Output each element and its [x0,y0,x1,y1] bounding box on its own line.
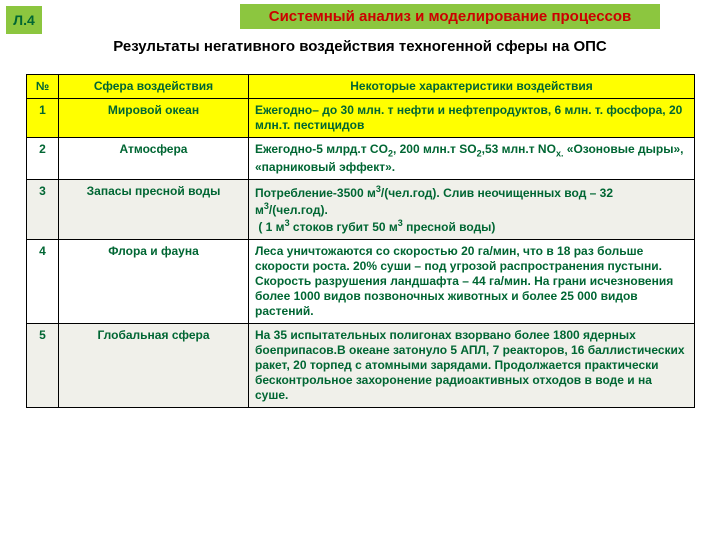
cell-characteristic: Потребление-3500 м3/(чел.год). Слив неоч… [249,179,695,239]
cell-sphere: Запасы пресной воды [59,179,249,239]
header-band: Системный анализ и моделирование процесс… [240,4,660,29]
cell-characteristic: Ежегодно– до 30 млн. т нефти и нефтепрод… [249,99,695,138]
lecture-badge-text: Л.4 [13,12,35,28]
table-row: 5Глобальная сфераНа 35 испытательных пол… [27,323,695,407]
cell-num: 4 [27,239,59,323]
cell-sphere: Мировой океан [59,99,249,138]
page-subtitle: Результаты негативного воздействия техно… [0,38,720,55]
th-sphere: Сфера воздействия [59,75,249,99]
table-body: 1Мировой океанЕжегодно– до 30 млн. т неф… [27,99,695,408]
cell-num: 5 [27,323,59,407]
th-char: Некоторые характеристики воздействия [249,75,695,99]
cell-characteristic: Ежегодно-5 млрд.т CO2, 200 млн.т SO2,53 … [249,138,695,180]
cell-num: 1 [27,99,59,138]
impact-table: № Сфера воздействия Некоторые характерис… [26,74,695,408]
th-num: № [27,75,59,99]
table-row: 1Мировой океанЕжегодно– до 30 млн. т неф… [27,99,695,138]
cell-characteristic: Леса уничтожаются со скоростью 20 га/мин… [249,239,695,323]
subtitle-text: Результаты негативного воздействия техно… [113,38,607,55]
cell-num: 3 [27,179,59,239]
header-text: Системный анализ и моделирование процесс… [269,8,632,25]
table-row: 2АтмосфераЕжегодно-5 млрд.т CO2, 200 млн… [27,138,695,180]
cell-sphere: Глобальная сфера [59,323,249,407]
cell-num: 2 [27,138,59,180]
table-row: 4Флора и фаунаЛеса уничтожаются со скоро… [27,239,695,323]
cell-characteristic: На 35 испытательных полигонах взорвано б… [249,323,695,407]
table-row: 3Запасы пресной водыПотребление-3500 м3/… [27,179,695,239]
lecture-badge: Л.4 [6,6,42,34]
cell-sphere: Флора и фауна [59,239,249,323]
table-header-row: № Сфера воздействия Некоторые характерис… [27,75,695,99]
cell-sphere: Атмосфера [59,138,249,180]
